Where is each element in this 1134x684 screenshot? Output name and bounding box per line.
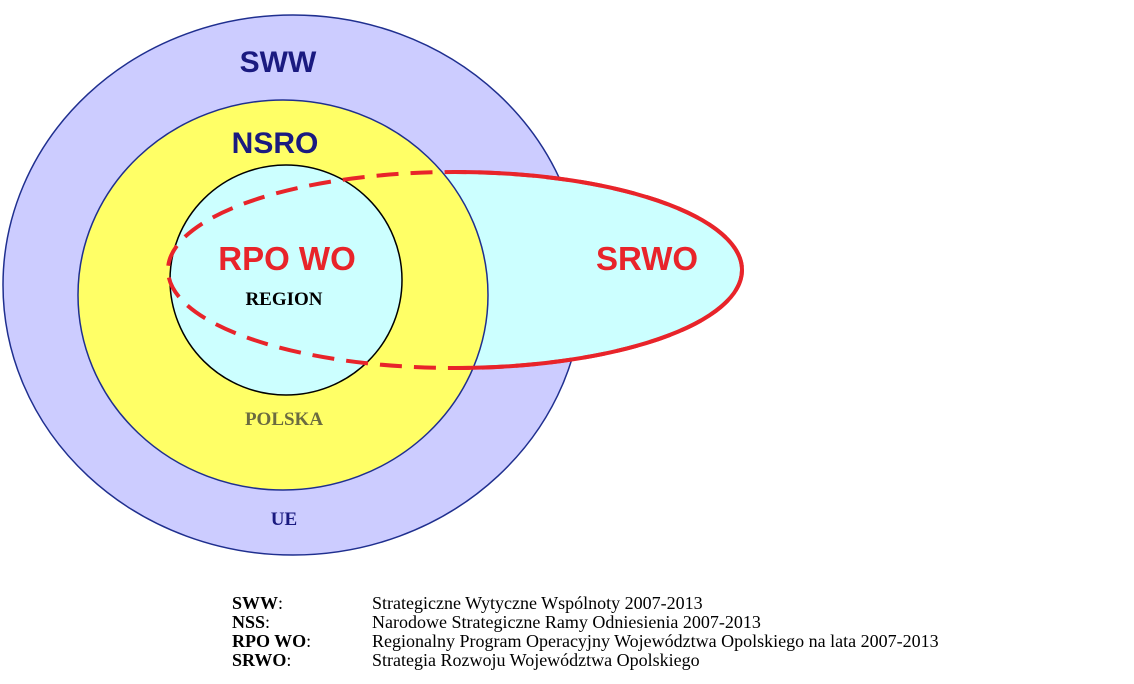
legend-term: RPO WO:	[232, 631, 311, 651]
srwo-solid	[452, 170, 744, 370]
separator: :	[265, 612, 270, 632]
ue-label: UE	[271, 509, 297, 530]
nsro-label: NSRO	[232, 127, 319, 160]
separator: :	[286, 650, 291, 670]
legend-definition: Regionalny Program Operacyjny Województw…	[372, 631, 939, 651]
term: NSS	[232, 612, 265, 632]
region-circle	[169, 164, 403, 396]
separator: :	[278, 593, 283, 613]
separator: :	[306, 631, 311, 651]
legend-definition: Strategia Rozwoju Województwa Opolskiego	[372, 650, 700, 670]
region-label: REGION	[245, 289, 322, 310]
rpo-label: RPO WO	[218, 240, 356, 277]
legend-term: SRWO:	[232, 650, 291, 670]
sww-label: SWW	[240, 46, 317, 79]
legend: SWW: Strategiczne Wytyczne Wspólnoty 2007…	[232, 593, 939, 670]
term: RPO WO	[232, 631, 306, 651]
term: SRWO	[232, 650, 286, 670]
legend-term: SWW:	[232, 593, 283, 613]
legend-definition: Narodowe Strategiczne Ramy Odniesienia 2…	[372, 612, 761, 632]
legend-definition: Strategiczne Wytyczne Wspólnoty 2007-201…	[372, 593, 703, 613]
legend-term: NSS:	[232, 612, 270, 632]
polska-label: POLSKA	[245, 409, 323, 430]
term: SWW	[232, 593, 278, 613]
srwo-label: SRWO	[596, 240, 698, 277]
